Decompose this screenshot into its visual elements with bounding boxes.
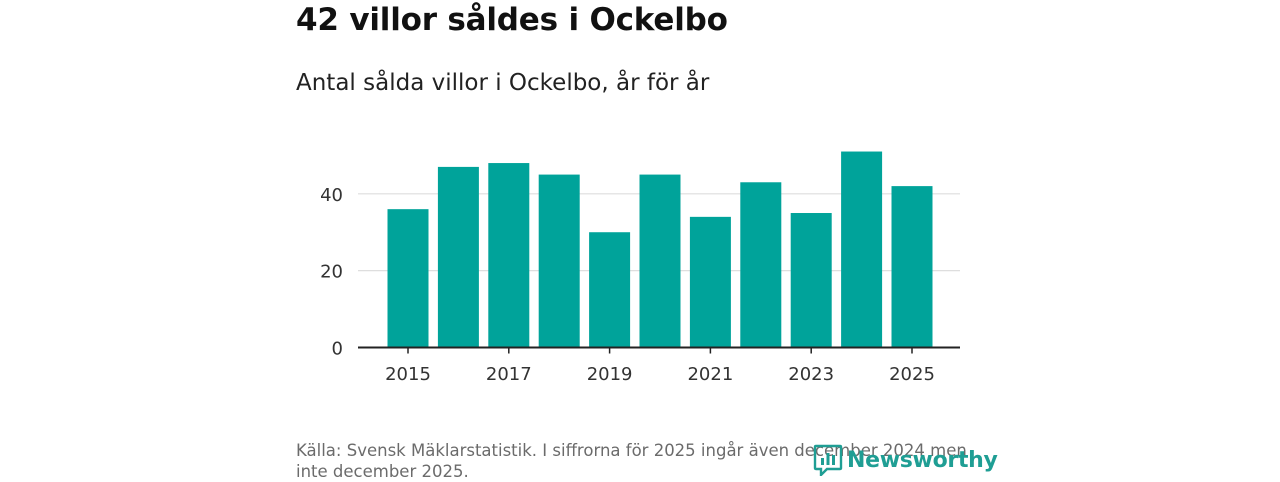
logo-text: Newsworthy xyxy=(847,447,998,473)
x-tick-label: 2017 xyxy=(486,364,532,385)
bar-chart-speech-icon xyxy=(813,444,843,476)
x-tick-label: 2019 xyxy=(587,364,633,385)
bar-2017 xyxy=(488,163,530,348)
bar-2019 xyxy=(589,232,631,348)
bar-2018 xyxy=(538,174,580,348)
chart-subtitle: Antal sålda villor i Ockelbo, år för år xyxy=(296,70,710,96)
bar-2025 xyxy=(891,186,933,348)
x-tick-label: 2015 xyxy=(385,364,431,385)
chart-title: 42 villor såldes i Ockelbo xyxy=(296,2,728,38)
bar-2021 xyxy=(689,216,731,348)
x-tick-label: 2025 xyxy=(889,364,935,385)
bar-2016 xyxy=(437,166,479,348)
bar-2020 xyxy=(639,174,681,348)
bar-chart: 0 20 40 2015 2017 2019 2021 2023 2025 xyxy=(320,151,960,385)
x-tick-label: 2023 xyxy=(788,364,834,385)
x-tick-label: 2021 xyxy=(687,364,733,385)
y-tick-label: 0 xyxy=(332,339,343,360)
bar-2024 xyxy=(841,151,883,348)
bar-2022 xyxy=(740,182,782,348)
bar-2023 xyxy=(790,213,832,348)
newsworthy-logo: Newsworthy xyxy=(813,444,998,476)
y-tick-label: 40 xyxy=(320,185,343,206)
bar-2015 xyxy=(387,209,429,348)
source-note: Källa: Svensk Mäklarstatistik. I siffror… xyxy=(296,441,967,481)
y-tick-label: 20 xyxy=(320,262,343,283)
